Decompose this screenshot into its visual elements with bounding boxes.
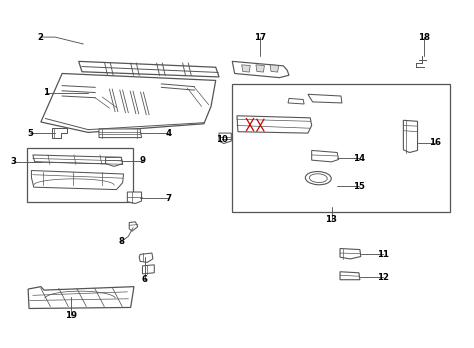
Text: 16: 16 [429,138,441,147]
Bar [232,84,450,212]
Text: 15: 15 [353,182,365,191]
Text: 9: 9 [139,156,146,165]
Polygon shape [288,98,304,104]
Polygon shape [33,155,123,164]
Text: 3: 3 [11,157,17,166]
Polygon shape [128,192,142,204]
Polygon shape [106,157,123,166]
Polygon shape [237,116,312,133]
Ellipse shape [310,174,327,182]
Bar [27,148,133,202]
Text: 14: 14 [353,154,365,163]
Polygon shape [31,171,124,190]
Text: 18: 18 [418,33,430,42]
Text: 5: 5 [27,129,33,137]
Text: 2: 2 [37,33,43,42]
Polygon shape [312,150,338,162]
Polygon shape [256,65,264,72]
Text: 4: 4 [165,129,172,137]
Polygon shape [41,73,216,132]
Polygon shape [99,129,142,137]
Polygon shape [403,120,418,152]
Polygon shape [139,253,153,262]
Text: 1: 1 [43,88,49,97]
Polygon shape [129,222,138,231]
Text: 19: 19 [64,311,77,320]
Ellipse shape [305,172,331,185]
Text: 10: 10 [216,135,228,144]
Text: 12: 12 [376,273,389,282]
Text: 13: 13 [326,215,337,224]
Text: 8: 8 [118,237,124,246]
Text: 7: 7 [165,194,172,203]
Polygon shape [340,272,360,280]
Polygon shape [242,65,250,72]
Text: 11: 11 [376,250,389,259]
Polygon shape [79,61,219,77]
Text: 17: 17 [254,33,266,42]
Text: 6: 6 [142,275,148,284]
Polygon shape [28,287,134,308]
Polygon shape [52,128,67,137]
Polygon shape [270,65,279,72]
Polygon shape [308,94,342,103]
Polygon shape [143,265,155,274]
Polygon shape [232,61,289,78]
Polygon shape [219,133,231,143]
Polygon shape [340,248,361,259]
